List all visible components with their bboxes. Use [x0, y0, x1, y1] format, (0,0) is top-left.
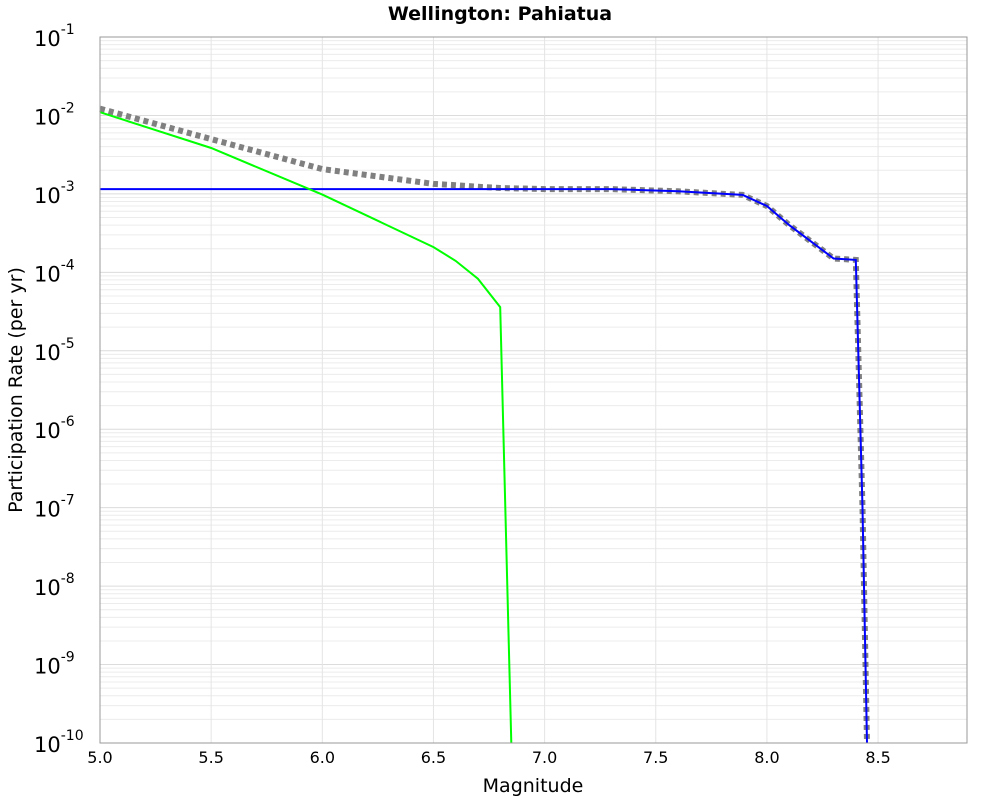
x-tick-label: 5.5	[198, 748, 223, 767]
y-ticks: 10-1 10-2 10-3 10-4 10-5 10-6 10-7 10-8 10-9 10-1…	[34, 22, 84, 757]
y-axis-label: Participation Rate (per yr)	[5, 267, 27, 513]
y-tick-label: 10-4	[34, 257, 75, 286]
x-tick-label: 5.0	[87, 748, 112, 767]
y-tick-label: 10-5	[34, 336, 75, 365]
y-tick-label: 10-7	[34, 493, 75, 522]
x-tick-label: 6.5	[421, 748, 446, 767]
y-tick-label: 10-1	[34, 22, 75, 51]
x-tick-label: 7.5	[643, 748, 668, 767]
x-tick-label: 6.0	[310, 748, 335, 767]
x-axis-label: Magnitude	[483, 775, 584, 797]
x-ticks: 5.0 5.5 6.0 6.5 7.0 7.5 8.0 8.5	[87, 748, 891, 767]
y-tick-label: 10-8	[34, 571, 75, 600]
series-gridded	[99, 111, 513, 744]
series-total	[99, 105, 870, 744]
x-tick-label: 8.5	[865, 748, 890, 767]
x-tick-label: 8.0	[754, 748, 779, 767]
grid	[99, 37, 967, 744]
y-tick-label: 10-10	[34, 728, 84, 757]
y-tick-label: 10-2	[34, 100, 75, 129]
series-group	[99, 105, 870, 744]
series-fault	[100, 188, 868, 744]
plot-frame	[99, 36, 968, 744]
chart-title: Wellington: Pahiatua	[388, 3, 612, 25]
y-tick-label: 10-9	[34, 650, 75, 679]
x-tick-label: 7.0	[532, 748, 557, 767]
y-tick-label: 10-6	[34, 414, 75, 443]
y-tick-label: 10-3	[34, 179, 75, 208]
